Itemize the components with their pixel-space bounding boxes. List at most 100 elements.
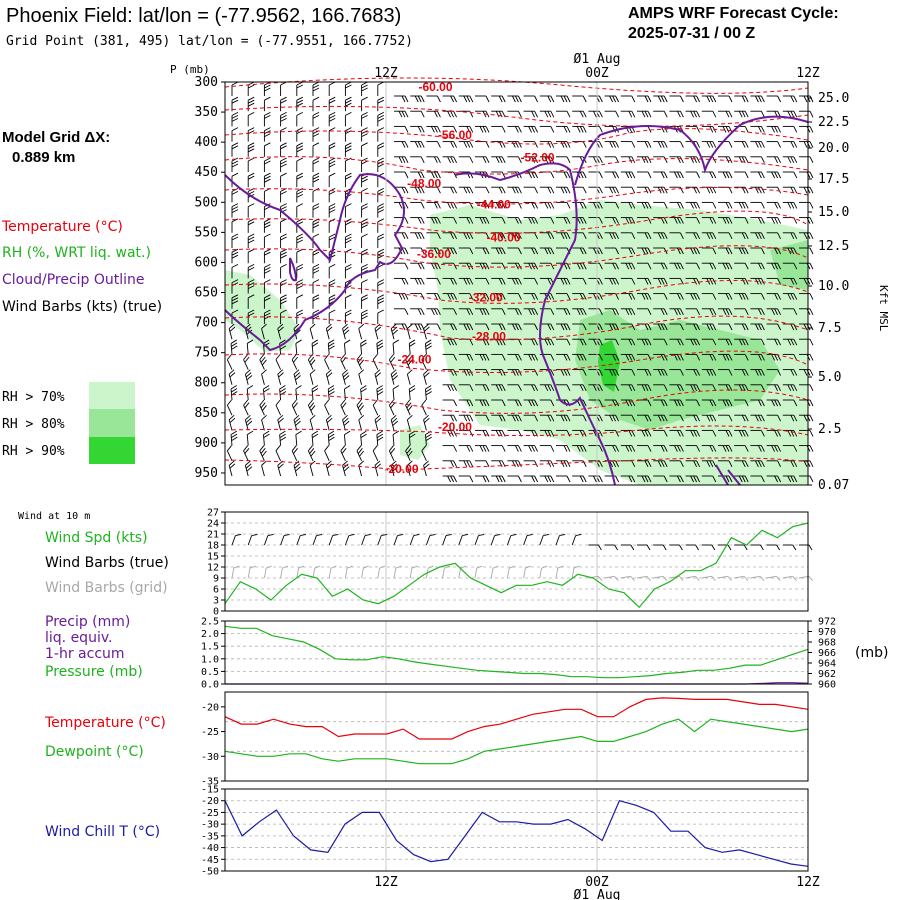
wind-barb — [653, 110, 668, 118]
wind-barb — [293, 414, 301, 431]
y-tick-label: 24 — [207, 519, 219, 530]
wind-barb — [718, 293, 733, 300]
wind-barb — [291, 354, 298, 370]
wind-barb — [475, 95, 490, 103]
y-tick-label: 27 — [207, 508, 219, 519]
wind-barb — [718, 399, 733, 407]
wind-barb — [604, 429, 620, 437]
wind-barb — [421, 445, 427, 461]
wind-barb — [782, 232, 798, 240]
wind-barb — [750, 475, 765, 483]
wind-barb — [442, 95, 458, 103]
wind-barb — [394, 125, 409, 133]
wind-barb — [718, 429, 733, 437]
wind-barb — [377, 203, 385, 218]
wind-barb — [604, 201, 620, 209]
isotherm-label: -48.00 — [407, 176, 441, 190]
surface-barb-grid — [312, 565, 321, 579]
wind-barb — [782, 445, 798, 452]
wind-barb — [377, 279, 385, 294]
wind-barb — [410, 247, 425, 255]
wind-barb — [556, 323, 571, 331]
wind-barb — [701, 308, 717, 316]
wind-barb — [291, 399, 298, 416]
wind-barb — [247, 233, 255, 248]
surface-barb-grid — [280, 565, 288, 579]
wind-barb — [718, 323, 733, 331]
wind-barb — [734, 217, 749, 224]
wind-barb — [588, 262, 603, 270]
surface-barb-true — [393, 534, 404, 546]
surface-barb-grid — [247, 565, 256, 579]
surface-barb-true — [685, 544, 699, 551]
wind-barb — [701, 369, 717, 376]
wind-barb — [556, 293, 571, 300]
wind-barb — [377, 127, 385, 142]
wind-barb — [734, 277, 749, 285]
isotherm-label: -52.00 — [521, 150, 555, 164]
wind-barb — [442, 338, 458, 346]
wind-barb — [604, 95, 620, 103]
wind-barb — [394, 95, 409, 103]
surface-barb-grid — [766, 575, 781, 581]
wind-barb — [620, 353, 636, 361]
wind-barb — [406, 414, 413, 431]
height-tick-label: 7.5 — [818, 321, 841, 336]
pressure-tick-label: 500 — [195, 195, 218, 210]
wind-barb — [324, 445, 330, 461]
wind-barb — [620, 414, 636, 422]
wind-barb — [410, 217, 425, 224]
wind-barb — [701, 384, 717, 392]
wind-barb — [475, 156, 490, 164]
wind-barb — [344, 111, 352, 127]
wind-barb — [262, 430, 270, 446]
wind-barb — [231, 127, 239, 142]
surface-barb-true — [604, 544, 618, 551]
title: Phoenix Field: lat/lon = (-77.9562, 166.… — [6, 5, 401, 27]
wind-barb — [279, 430, 287, 446]
wind-barb — [685, 353, 701, 361]
wind-barb — [344, 96, 352, 112]
wind-barb — [653, 384, 668, 392]
wind-barb — [231, 294, 239, 309]
wind-barb — [361, 203, 368, 218]
wind-barb — [475, 323, 490, 331]
y-tick-label: 15 — [207, 552, 219, 563]
wind-barb — [423, 460, 430, 477]
wind-barb — [620, 156, 636, 164]
wind-barb — [539, 156, 555, 164]
wind-barb — [361, 309, 368, 324]
wind-barb — [734, 110, 749, 118]
surface-barb-true — [637, 544, 651, 551]
wind-barb — [523, 95, 539, 103]
wind-barb — [637, 293, 652, 300]
wind-barb — [718, 110, 733, 118]
wind-barb — [620, 95, 636, 103]
wind-barb — [653, 338, 668, 346]
wind-barb — [620, 277, 636, 285]
wind-barb — [231, 218, 239, 233]
surface-barb-grid — [555, 565, 564, 579]
wind-barb — [685, 156, 701, 164]
wind-barb — [263, 294, 271, 309]
wind-barb — [653, 460, 668, 468]
wind-barb — [377, 111, 385, 127]
wind-barb — [312, 294, 320, 309]
wind-barb — [507, 110, 522, 118]
y-tick-label: -35 — [201, 831, 219, 842]
wind-barb — [458, 95, 474, 103]
wind-barb — [507, 475, 522, 483]
wind-barb — [263, 279, 271, 294]
wind-barb — [669, 429, 684, 437]
wind-barb — [475, 186, 490, 194]
wind-barb — [637, 262, 652, 270]
wind-barb — [388, 399, 396, 416]
wind-barb — [782, 475, 798, 483]
wind-barb — [685, 217, 701, 224]
wind-barb — [280, 127, 287, 142]
wind-barb — [442, 141, 458, 148]
wind-barb — [604, 293, 620, 300]
temperature-series — [224, 697, 809, 740]
wind-barb — [377, 142, 385, 157]
wind-barb — [358, 460, 365, 477]
